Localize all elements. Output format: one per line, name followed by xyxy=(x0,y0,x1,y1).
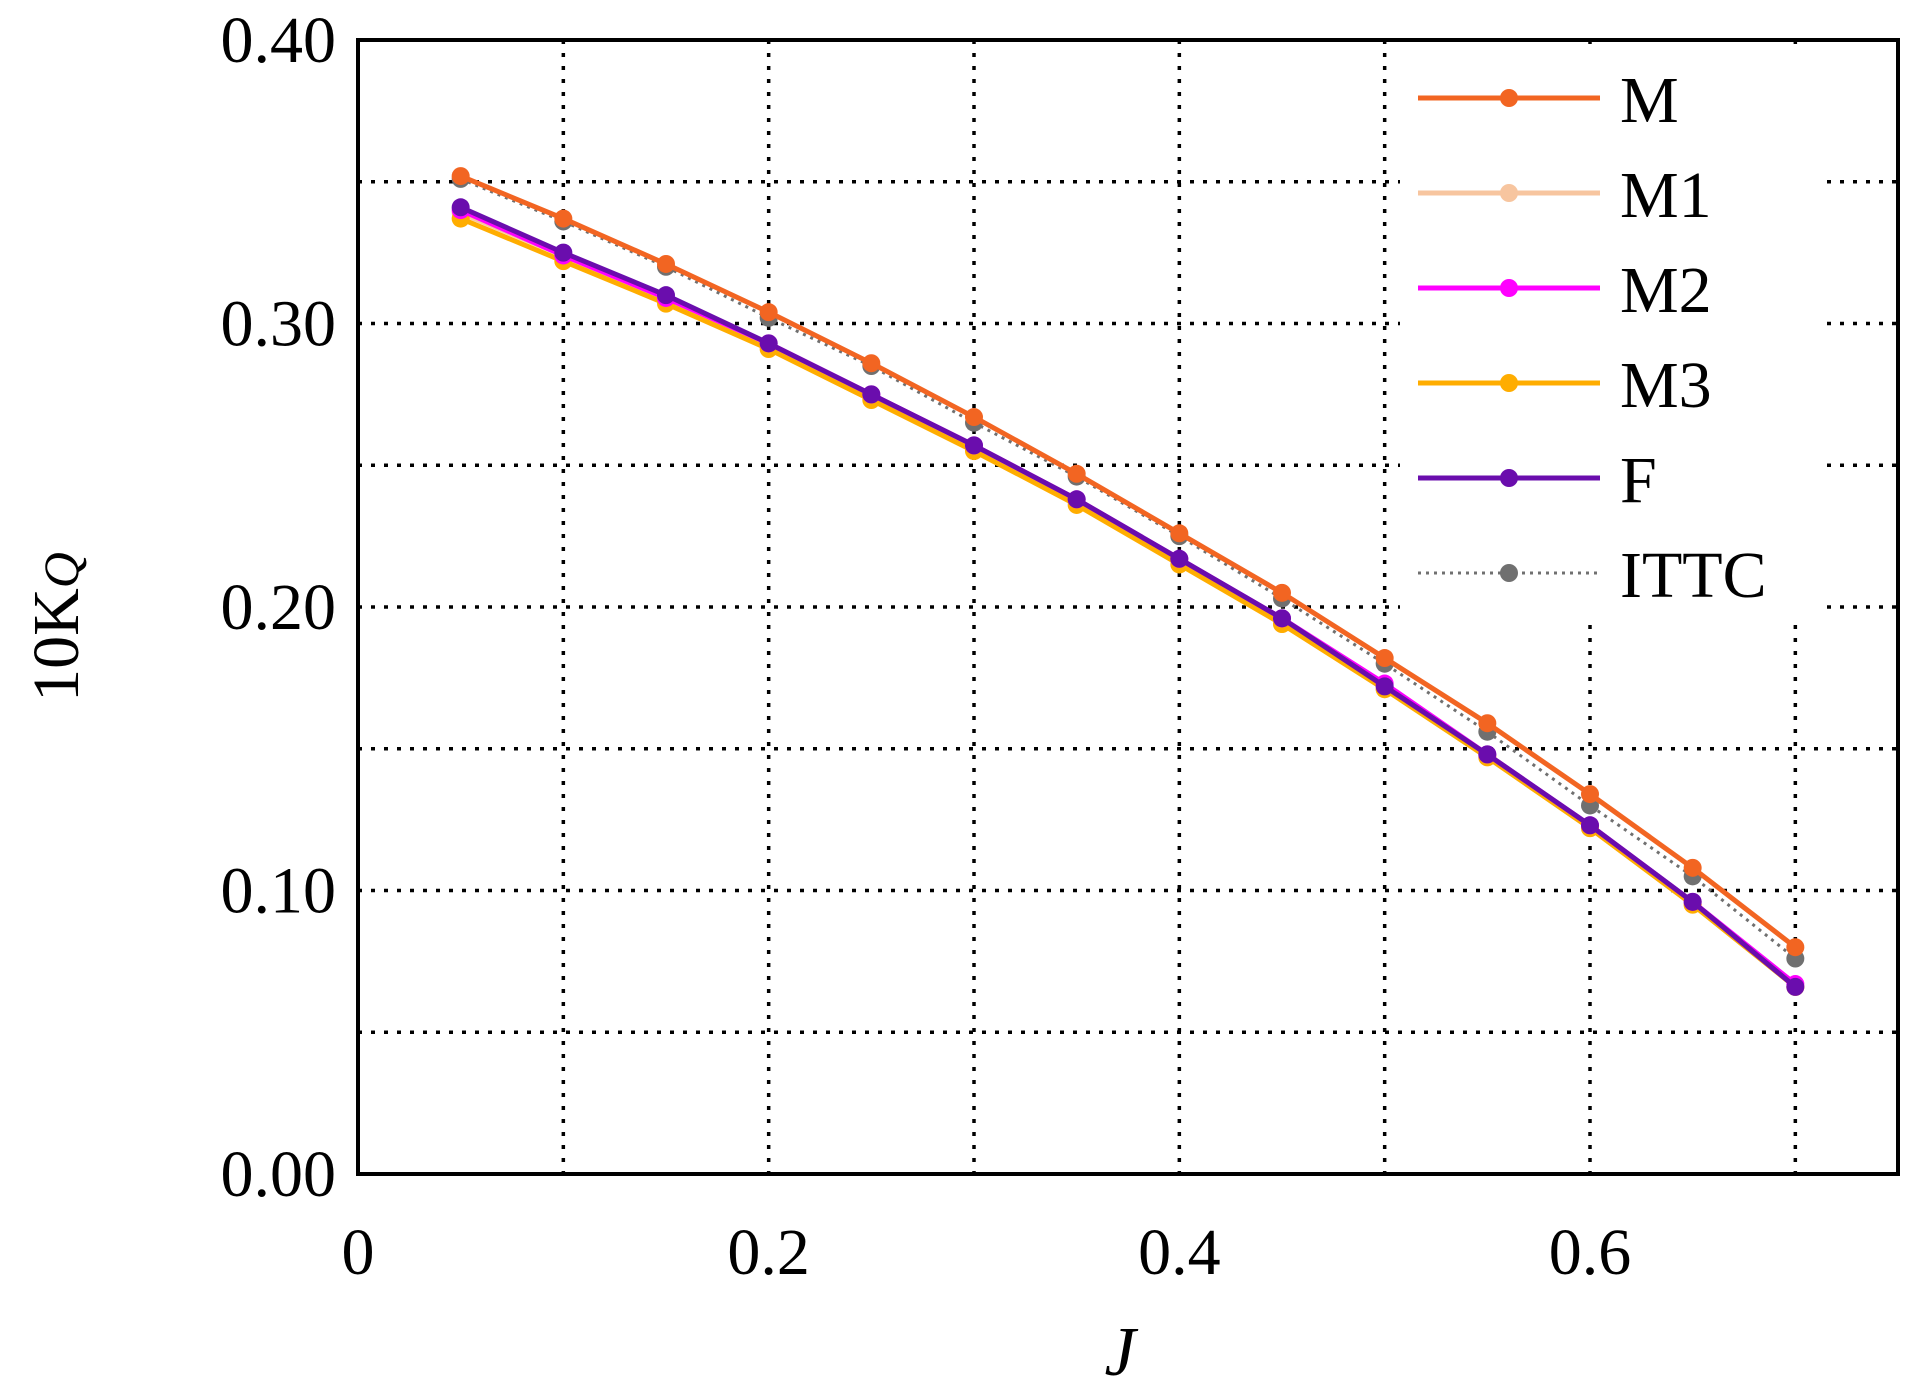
data-point-M xyxy=(1273,583,1291,602)
y-tick-label: 0.00 xyxy=(221,1138,337,1211)
data-point-F xyxy=(862,385,881,404)
data-point-F xyxy=(1067,490,1086,509)
data-point-F xyxy=(1170,549,1189,568)
legend-swatch-marker xyxy=(1500,564,1518,582)
data-point-F xyxy=(554,243,573,262)
legend-label: ITTC xyxy=(1620,539,1767,612)
y-axis-label-sub: Q xyxy=(33,552,89,588)
y-axis-label-main: 10K xyxy=(20,588,93,702)
series-line-F xyxy=(459,204,1797,989)
legend-label: M xyxy=(1620,64,1679,137)
legend-label: M2 xyxy=(1620,254,1712,327)
series-line-M xyxy=(459,173,1797,950)
legend: M M1 M2 M3 F ITTC xyxy=(1418,64,1767,612)
series-M xyxy=(451,167,1805,957)
data-point-F xyxy=(657,286,675,305)
data-point-M xyxy=(965,408,983,427)
data-point-M xyxy=(451,167,470,186)
data-point-F xyxy=(759,334,778,353)
legend-item-ITTC: ITTC xyxy=(1418,539,1767,612)
data-point-M xyxy=(1581,785,1599,804)
x-tick-label: 0.2 xyxy=(727,1216,810,1289)
legend-item-F: F xyxy=(1418,444,1657,517)
x-tick-label: 0 xyxy=(342,1216,375,1289)
data-point-F xyxy=(1683,892,1702,911)
series-layer xyxy=(451,167,1805,996)
data-point-M xyxy=(1786,938,1805,957)
x-tick-label: 0.4 xyxy=(1138,1216,1221,1289)
data-point-F xyxy=(1478,745,1497,764)
data-point-F xyxy=(1786,977,1805,996)
data-point-F xyxy=(1375,677,1394,696)
data-point-M xyxy=(759,303,778,322)
data-point-M xyxy=(1170,524,1189,543)
plot-frame xyxy=(356,38,1900,1176)
data-point-M xyxy=(1375,649,1394,668)
legend-swatch-marker xyxy=(1500,184,1518,202)
legend-swatch-marker xyxy=(1500,374,1518,392)
data-point-F xyxy=(1273,609,1291,628)
data-point-M xyxy=(657,254,675,273)
legend-item-M2: M2 xyxy=(1418,254,1712,327)
data-point-M xyxy=(1683,858,1702,877)
y-tick-label: 0.30 xyxy=(221,288,337,361)
data-point-M xyxy=(1478,714,1497,733)
legend-swatch-marker xyxy=(1500,469,1518,487)
data-point-M xyxy=(554,209,573,228)
data-point-F xyxy=(965,436,983,455)
grid xyxy=(358,40,1898,1174)
legend-swatch-marker xyxy=(1500,89,1518,107)
series-line-ITTC xyxy=(460,177,1797,960)
series-F xyxy=(451,198,1805,996)
legend-item-M: M xyxy=(1418,64,1679,137)
legend-label: M1 xyxy=(1620,159,1712,232)
y-tick-label: 0.10 xyxy=(221,855,337,928)
legend-item-M1: M1 xyxy=(1418,159,1712,232)
x-tick-label: 0.6 xyxy=(1549,1216,1632,1289)
x-axis-label: J xyxy=(1104,1314,1138,1386)
tick-labels: 0.00 0.10 0.20 0.30 0.40 0 0.2 0.4 0.6 xyxy=(221,4,1632,1289)
y-axis-label: 10KQ xyxy=(20,552,93,702)
data-point-M xyxy=(862,354,881,373)
data-point-F xyxy=(451,198,470,217)
y-tick-label: 0.20 xyxy=(221,571,337,644)
legend-background xyxy=(1400,48,1820,618)
y-tick-label: 0.40 xyxy=(221,4,337,77)
legend-swatch-marker xyxy=(1500,279,1518,297)
data-point-F xyxy=(1581,816,1599,835)
legend-label: M3 xyxy=(1620,349,1712,422)
legend-label: F xyxy=(1620,444,1657,517)
data-point-M xyxy=(1067,464,1086,483)
legend-item-M3: M3 xyxy=(1418,349,1712,422)
